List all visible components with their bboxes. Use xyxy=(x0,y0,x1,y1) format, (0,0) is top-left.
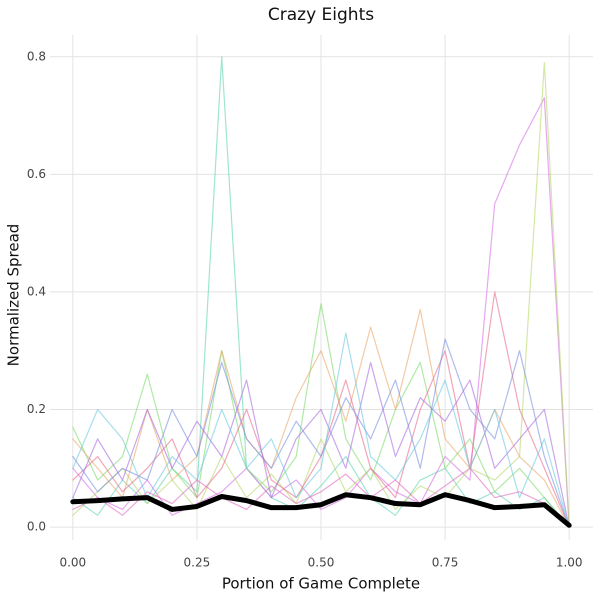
y-tick-label: 0.8 xyxy=(27,49,46,63)
x-tick-label: 1.00 xyxy=(556,556,583,570)
y-tick-label: 0.2 xyxy=(27,402,46,416)
trend-line xyxy=(70,492,572,528)
series-line xyxy=(72,361,570,528)
y-axis-label: Normalized Spread xyxy=(5,224,23,367)
y-tick-label: 0.6 xyxy=(27,167,46,181)
series-line xyxy=(72,97,570,528)
series-line xyxy=(72,467,570,528)
y-tick-label: 0.4 xyxy=(27,284,46,298)
x-tick-label: 0.75 xyxy=(432,556,459,570)
chart-title: Crazy Eights xyxy=(268,5,374,25)
x-tick-label: 0.00 xyxy=(59,556,86,570)
series-line xyxy=(72,332,570,528)
series-line xyxy=(72,303,570,528)
y-tick-label: 0.0 xyxy=(27,520,46,534)
x-tick-label: 0.25 xyxy=(184,556,211,570)
x-axis-label: Portion of Game Complete xyxy=(222,575,420,593)
x-tick-label: 0.50 xyxy=(308,556,335,570)
